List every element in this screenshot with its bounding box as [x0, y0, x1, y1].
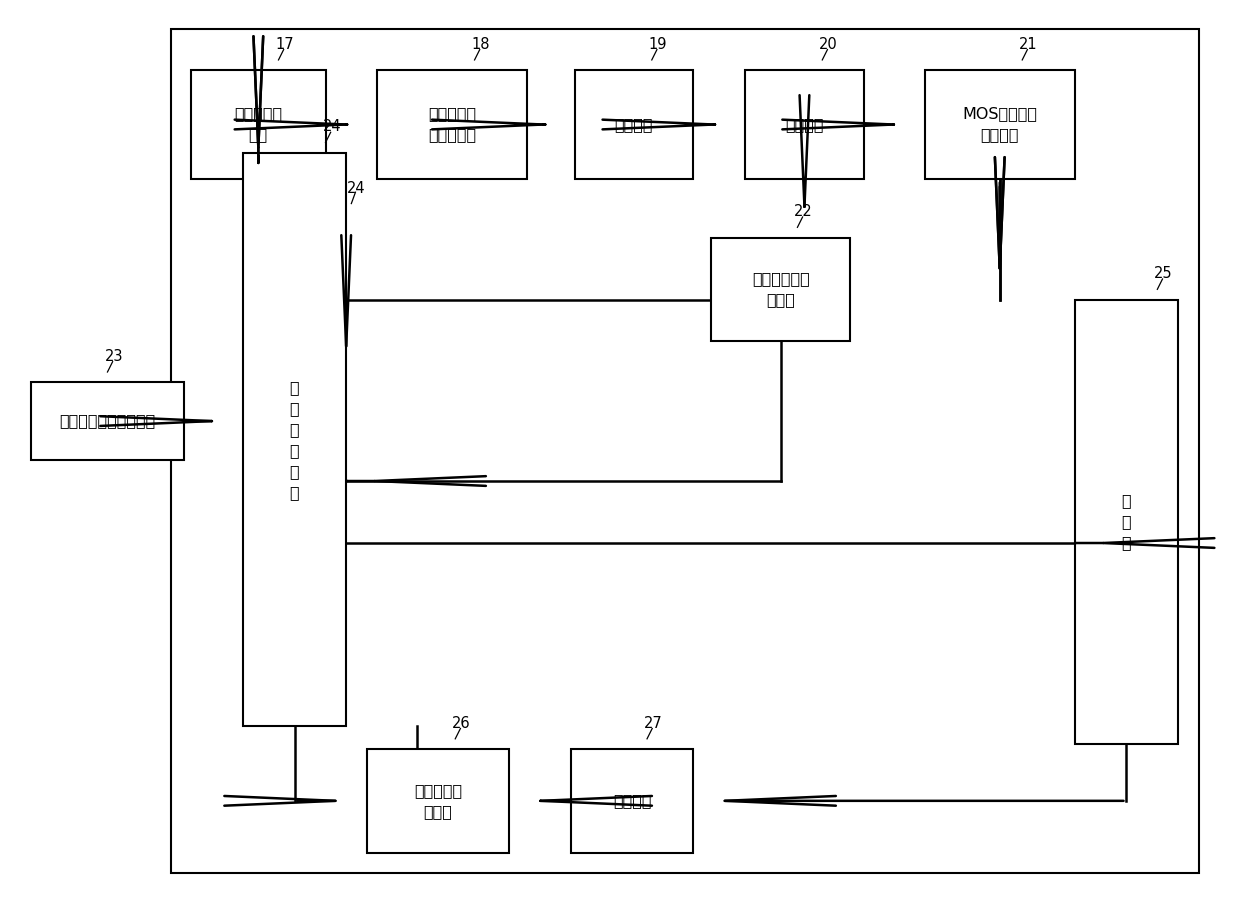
Bar	[711, 237, 851, 341]
Bar	[925, 70, 1075, 179]
Text: 18: 18	[471, 37, 490, 51]
Text: 25: 25	[1154, 266, 1173, 281]
Text: 超级电容电压
传感器: 超级电容电压 传感器	[751, 271, 810, 307]
Bar	[574, 70, 693, 179]
Text: 17: 17	[275, 37, 294, 51]
Text: 24: 24	[322, 120, 341, 134]
Text: 26: 26	[453, 716, 471, 731]
Bar	[171, 29, 1199, 873]
Text: MOS开关触发
驱动模块: MOS开关触发 驱动模块	[962, 106, 1037, 143]
Text: 24: 24	[347, 182, 366, 196]
Text: 22: 22	[795, 204, 813, 219]
Text: 20: 20	[820, 37, 838, 51]
Text: 作
动
器
控
制
器: 作 动 器 控 制 器	[290, 379, 299, 500]
Bar	[572, 749, 693, 852]
Text: 27: 27	[644, 716, 662, 731]
Bar	[31, 382, 184, 459]
Bar	[1075, 299, 1178, 744]
Text: 整流电路: 整流电路	[615, 117, 653, 132]
Text: 蓄
电
池: 蓄 电 池	[1121, 494, 1131, 550]
Text: 可控恒流源
电路: 可控恒流源 电路	[234, 106, 283, 143]
Bar	[367, 749, 510, 852]
Text: 21: 21	[1019, 37, 1038, 51]
Text: 23: 23	[104, 349, 123, 364]
Bar	[243, 153, 346, 726]
Text: 超级电容: 超级电容	[785, 117, 823, 132]
Bar	[191, 70, 325, 179]
Text: 19: 19	[649, 37, 667, 51]
Bar	[377, 70, 527, 179]
Text: 六相磁链直
线电机: 六相磁链直 线电机	[414, 783, 463, 819]
Text: 三相永磁同
步直线电机: 三相永磁同 步直线电机	[428, 106, 476, 143]
Bar	[745, 70, 864, 179]
Text: 簧载质量加速度传感器: 簧载质量加速度传感器	[60, 414, 155, 429]
Text: 逆变电路: 逆变电路	[613, 793, 652, 808]
